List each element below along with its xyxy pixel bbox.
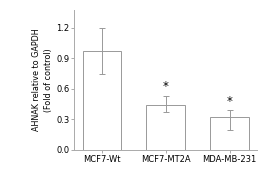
Bar	[147, 105, 185, 150]
Text: *: *	[163, 80, 169, 93]
Text: *: *	[227, 95, 232, 108]
Bar	[82, 51, 121, 150]
Y-axis label: AHNAK relative to GAPDH
(Fold of control): AHNAK relative to GAPDH (Fold of control…	[32, 28, 53, 131]
Bar	[210, 117, 249, 150]
